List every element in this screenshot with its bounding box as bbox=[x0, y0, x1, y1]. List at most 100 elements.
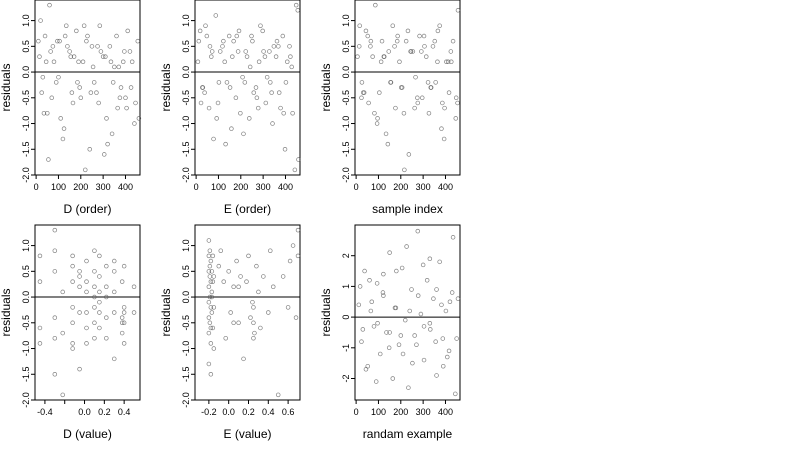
data-point bbox=[285, 305, 291, 310]
data-point bbox=[210, 325, 216, 331]
data-point bbox=[365, 33, 370, 39]
data-point bbox=[97, 289, 102, 295]
data-point bbox=[222, 59, 227, 65]
data-point bbox=[445, 59, 451, 65]
data-point bbox=[249, 33, 254, 39]
data-point bbox=[275, 392, 281, 398]
y-tick-label: -1.5 bbox=[341, 142, 351, 158]
data-point bbox=[209, 310, 215, 315]
data-point bbox=[36, 38, 41, 44]
data-point bbox=[104, 335, 109, 341]
y-tick-label: 1.0 bbox=[21, 14, 31, 27]
data-point bbox=[206, 315, 212, 320]
data-point bbox=[285, 59, 290, 65]
data-point bbox=[392, 44, 397, 49]
data-point bbox=[128, 85, 134, 90]
data-point bbox=[426, 110, 432, 116]
data-point bbox=[87, 147, 92, 152]
data-point bbox=[396, 342, 402, 347]
data-point bbox=[445, 354, 450, 360]
data-point bbox=[357, 284, 363, 289]
data-point bbox=[372, 110, 377, 116]
data-point bbox=[125, 28, 130, 34]
data-point bbox=[83, 167, 88, 173]
data-point bbox=[384, 330, 389, 335]
data-point bbox=[64, 23, 69, 28]
data-point bbox=[209, 289, 215, 295]
data-point bbox=[260, 28, 265, 34]
data-point bbox=[92, 248, 97, 253]
data-point bbox=[258, 23, 263, 28]
data-point bbox=[271, 44, 277, 49]
data-point bbox=[58, 116, 63, 121]
data-point bbox=[92, 335, 97, 341]
data-point bbox=[110, 80, 116, 85]
data-point bbox=[214, 116, 219, 121]
data-point bbox=[371, 324, 377, 329]
data-point bbox=[97, 310, 102, 315]
data-point bbox=[92, 305, 97, 310]
data-point bbox=[206, 105, 212, 111]
data-point bbox=[124, 105, 129, 111]
data-point bbox=[437, 23, 442, 28]
data-point bbox=[120, 59, 126, 65]
data-point bbox=[70, 279, 75, 284]
data-point bbox=[111, 289, 117, 295]
data-point bbox=[74, 28, 79, 34]
data-point bbox=[229, 126, 234, 131]
data-point bbox=[223, 141, 228, 147]
data-point bbox=[97, 274, 102, 279]
data-point bbox=[97, 299, 102, 305]
data-point bbox=[440, 336, 446, 341]
data-point bbox=[244, 54, 250, 59]
data-point bbox=[211, 305, 217, 310]
data-point bbox=[84, 258, 89, 264]
data-point bbox=[75, 80, 80, 85]
data-point bbox=[217, 49, 223, 54]
data-point bbox=[122, 49, 127, 54]
plot-frame bbox=[354, 0, 461, 176]
data-point bbox=[131, 284, 137, 290]
data-point bbox=[84, 341, 89, 346]
data-point bbox=[200, 85, 206, 90]
y-tick-label: 1 bbox=[341, 284, 351, 289]
data-point bbox=[360, 327, 366, 332]
data-point bbox=[208, 325, 214, 331]
data-point bbox=[116, 64, 122, 70]
data-point bbox=[449, 59, 454, 65]
x-tick-label: 0 bbox=[354, 182, 359, 192]
data-point bbox=[121, 320, 127, 326]
data-point bbox=[70, 263, 75, 269]
data-point bbox=[105, 141, 110, 147]
y-tick-label: -1.5 bbox=[21, 367, 31, 383]
residual-panel: 0 100 200 300 400 -2.0 -1.5 -1.0 -0.5 0.0 0.5 1.0 sa… bbox=[319, 0, 461, 216]
data-point bbox=[370, 54, 375, 59]
data-point bbox=[231, 38, 236, 44]
x-axis-title: D (order) bbox=[63, 202, 111, 216]
data-point bbox=[421, 357, 427, 363]
x-axis-title: D (value) bbox=[63, 427, 112, 441]
data-point bbox=[421, 324, 427, 329]
x-tick-label: 0.0 bbox=[78, 407, 91, 417]
data-point bbox=[61, 126, 67, 131]
residual-panel: 0 100 200 300 400 -2 -1 0 1 2 randam example residu… bbox=[319, 224, 461, 441]
data-point bbox=[432, 38, 438, 44]
data-point bbox=[208, 341, 214, 346]
data-point bbox=[220, 44, 225, 49]
data-point bbox=[375, 320, 380, 326]
data-point bbox=[280, 274, 286, 279]
x-tick-label: 300 bbox=[416, 182, 431, 192]
data-point bbox=[71, 54, 77, 59]
residual-panel: 0 100 200 300 400 -2.0 -1.5 -1.0 -0.5 0.0 0.5 1.0 D … bbox=[0, 0, 142, 216]
data-point bbox=[287, 44, 292, 49]
data-point bbox=[211, 346, 217, 351]
data-point bbox=[84, 325, 89, 331]
data-point bbox=[290, 110, 295, 116]
data-point bbox=[276, 44, 281, 49]
y-tick-label: -2 bbox=[341, 375, 351, 383]
data-point bbox=[368, 308, 374, 314]
data-point bbox=[434, 373, 439, 378]
data-point bbox=[295, 227, 301, 233]
data-point bbox=[40, 74, 46, 80]
data-point bbox=[368, 44, 373, 49]
